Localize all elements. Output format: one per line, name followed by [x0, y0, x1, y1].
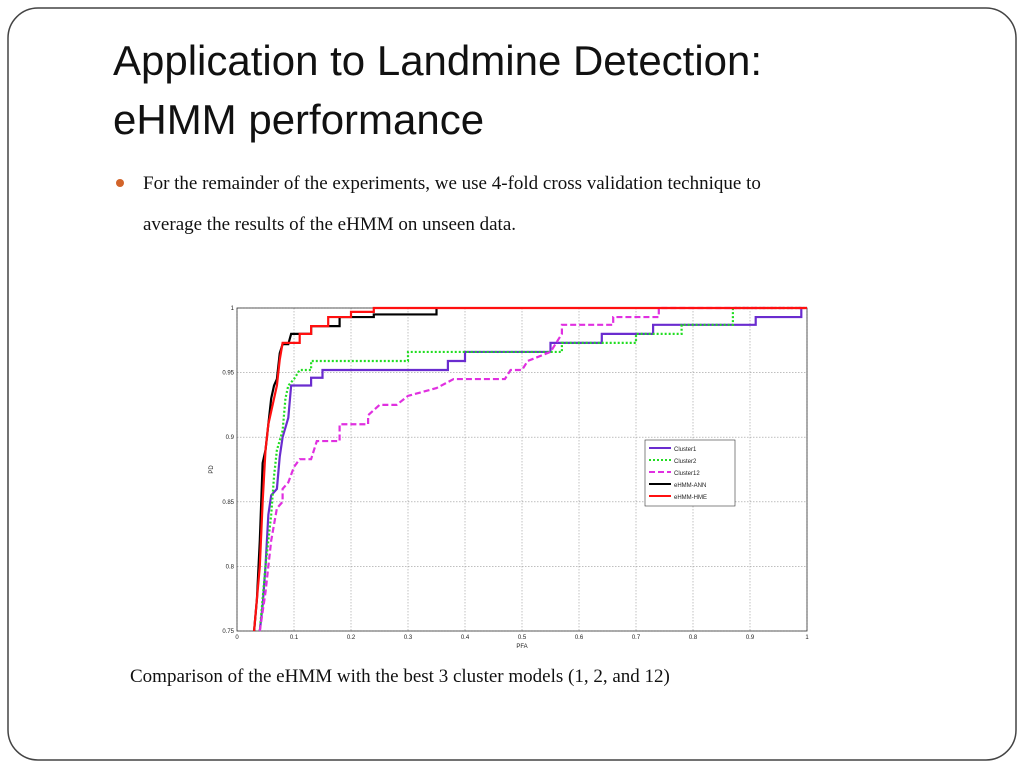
caption: Comparison of the eHMM with the best 3 c… [130, 666, 670, 687]
x-axis-label: PFA [516, 644, 527, 650]
legend-label: Cluster1 [674, 447, 697, 453]
legend-label: Cluster12 [674, 471, 700, 477]
series-line [258, 306, 807, 632]
series-line [258, 308, 803, 632]
x-tick-label: 0.5 [518, 635, 527, 641]
x-tick-label: 0.9 [746, 635, 755, 641]
bullet-text: For the remainder of the experiments, we… [143, 173, 761, 194]
x-tick-label: 0.4 [461, 635, 470, 641]
title: Application to Landmine Detection: [113, 37, 762, 84]
y-tick-label: 0.95 [222, 371, 234, 377]
x-tick-label: 0.1 [290, 635, 299, 641]
legend-label: Cluster2 [674, 459, 697, 465]
x-tick-label: 0.3 [404, 635, 413, 641]
bullet-text: average the results of the eHMM on unsee… [143, 214, 516, 235]
legend-label: eHMM-HME [674, 495, 707, 501]
legend-label: eHMM-ANN [674, 483, 706, 489]
title: eHMM performance [113, 96, 484, 143]
y-tick-label: 0.85 [222, 500, 234, 506]
x-tick-label: 0 [235, 635, 239, 641]
x-tick-label: 0.2 [347, 635, 356, 641]
x-tick-label: 0.6 [575, 635, 584, 641]
x-tick-label: 0.7 [632, 635, 641, 641]
x-tick-label: 1 [805, 635, 809, 641]
series-line [258, 306, 807, 632]
series-line [253, 306, 807, 632]
x-tick-label: 0.8 [689, 635, 698, 641]
y-tick-label: 0.75 [222, 629, 234, 635]
y-axis-label: PD [209, 465, 215, 474]
chart: 0.75 0.8 0.85 0.9 0.95 1 0 0.1 0.2 0.3 0.4 0.5 0.6 0.… [209, 306, 809, 650]
bullet-dot [116, 179, 124, 187]
y-tick-label: 1 [231, 306, 235, 312]
y-tick-label: 0.8 [226, 564, 235, 570]
y-tick-label: 0.9 [226, 435, 235, 441]
